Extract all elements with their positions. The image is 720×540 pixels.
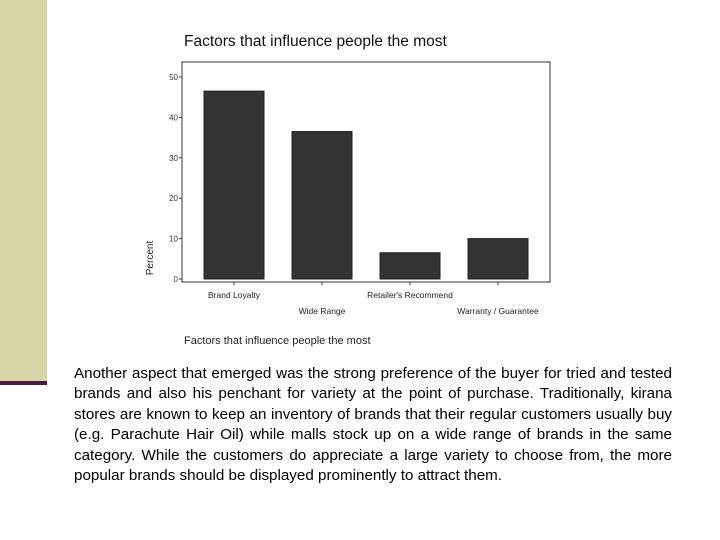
body-paragraph: Another aspect that emerged was the stro… bbox=[74, 365, 672, 485]
y-tick-label: 50 bbox=[169, 73, 178, 82]
y-tick-label: 20 bbox=[169, 194, 178, 203]
category-label: Wide Range bbox=[299, 306, 346, 316]
bar bbox=[467, 238, 529, 280]
bar bbox=[203, 90, 265, 280]
y-tick-label: 0 bbox=[174, 275, 179, 284]
y-axis-ticks: 0 10 20 30 40 50 bbox=[169, 73, 182, 284]
y-tick-label: 40 bbox=[169, 113, 178, 122]
chart-canvas: Factors that influence people the most P… bbox=[145, 33, 551, 347]
slide-sidebar-band bbox=[0, 0, 47, 381]
category-labels: Brand Loyalty Wide Range Retailer's Recomm… bbox=[208, 282, 539, 316]
y-axis-label: Percent bbox=[145, 241, 156, 276]
bar-chart: Factors that influence people the most P… bbox=[120, 20, 566, 354]
category-label: Warranty / Guarantee bbox=[457, 306, 539, 316]
bars-group bbox=[203, 90, 529, 280]
y-tick-label: 10 bbox=[169, 235, 178, 244]
chart-title: Factors that influence people the most bbox=[184, 33, 447, 50]
category-label: Brand Loyalty bbox=[208, 290, 261, 300]
bar bbox=[379, 252, 441, 280]
bar bbox=[291, 131, 353, 280]
category-label: Retailer's Recommend bbox=[367, 290, 453, 300]
plot-frame bbox=[181, 61, 551, 283]
y-tick-label: 30 bbox=[169, 154, 178, 163]
slide-sidebar-rule bbox=[0, 381, 47, 385]
x-axis-label: Factors that influence people the most bbox=[184, 335, 371, 347]
